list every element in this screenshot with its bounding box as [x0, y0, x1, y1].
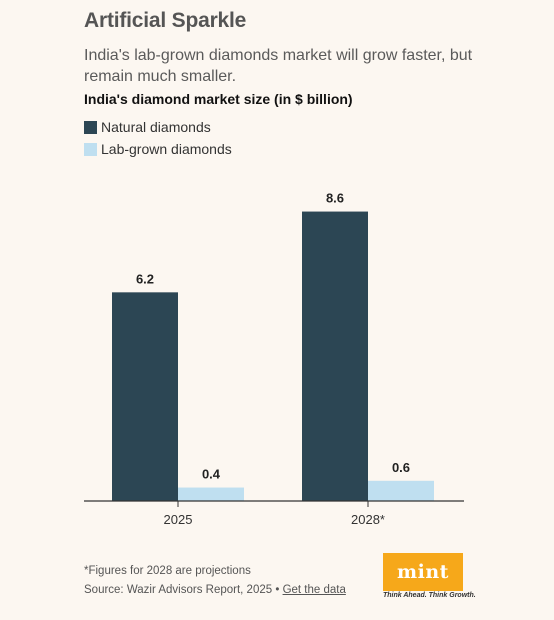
chart-measure-label: India's diamond market size (in $ billio… [84, 91, 353, 107]
mint-logo-text: mint [397, 561, 449, 583]
footnote: *Figures for 2028 are projections [84, 565, 251, 577]
legend-label-natural: Natural diamonds [101, 119, 211, 135]
chart-title: Artificial Sparkle [84, 9, 247, 32]
legend: Natural diamonds Lab-grown diamonds [84, 116, 232, 160]
legend-swatch-lab-grown [84, 142, 97, 156]
data-label-natural-0: 6.2 [136, 271, 154, 286]
bar-natural-1 [302, 211, 368, 501]
mint-tagline: Think Ahead. Think Growth. [383, 592, 476, 599]
bar-lab-grown-0 [178, 487, 244, 501]
source-text: Source: Wazir Advisors Report, 2025 • [84, 584, 280, 596]
data-label-natural-1: 8.6 [326, 191, 344, 206]
bar-natural-0 [112, 292, 178, 501]
source-line: Source: Wazir Advisors Report, 2025 • Ge… [84, 584, 346, 596]
mint-logo: mint [383, 553, 463, 591]
get-the-data-link[interactable]: Get the data [282, 584, 346, 596]
legend-item-lab-grown: Lab-grown diamonds [84, 138, 232, 160]
data-label-lab-grown-1: 0.6 [392, 460, 410, 475]
x-tick-label-1: 2028* [351, 512, 385, 527]
legend-swatch-natural [84, 120, 97, 134]
x-tick-label-0: 2025 [164, 512, 193, 527]
bar-lab-grown-1 [368, 480, 434, 501]
legend-item-natural: Natural diamonds [84, 116, 232, 138]
legend-label-lab-grown: Lab-grown diamonds [101, 141, 232, 157]
chart-subtitle: India's lab-grown diamonds market will g… [84, 47, 473, 85]
data-label-lab-grown-0: 0.4 [202, 467, 221, 482]
